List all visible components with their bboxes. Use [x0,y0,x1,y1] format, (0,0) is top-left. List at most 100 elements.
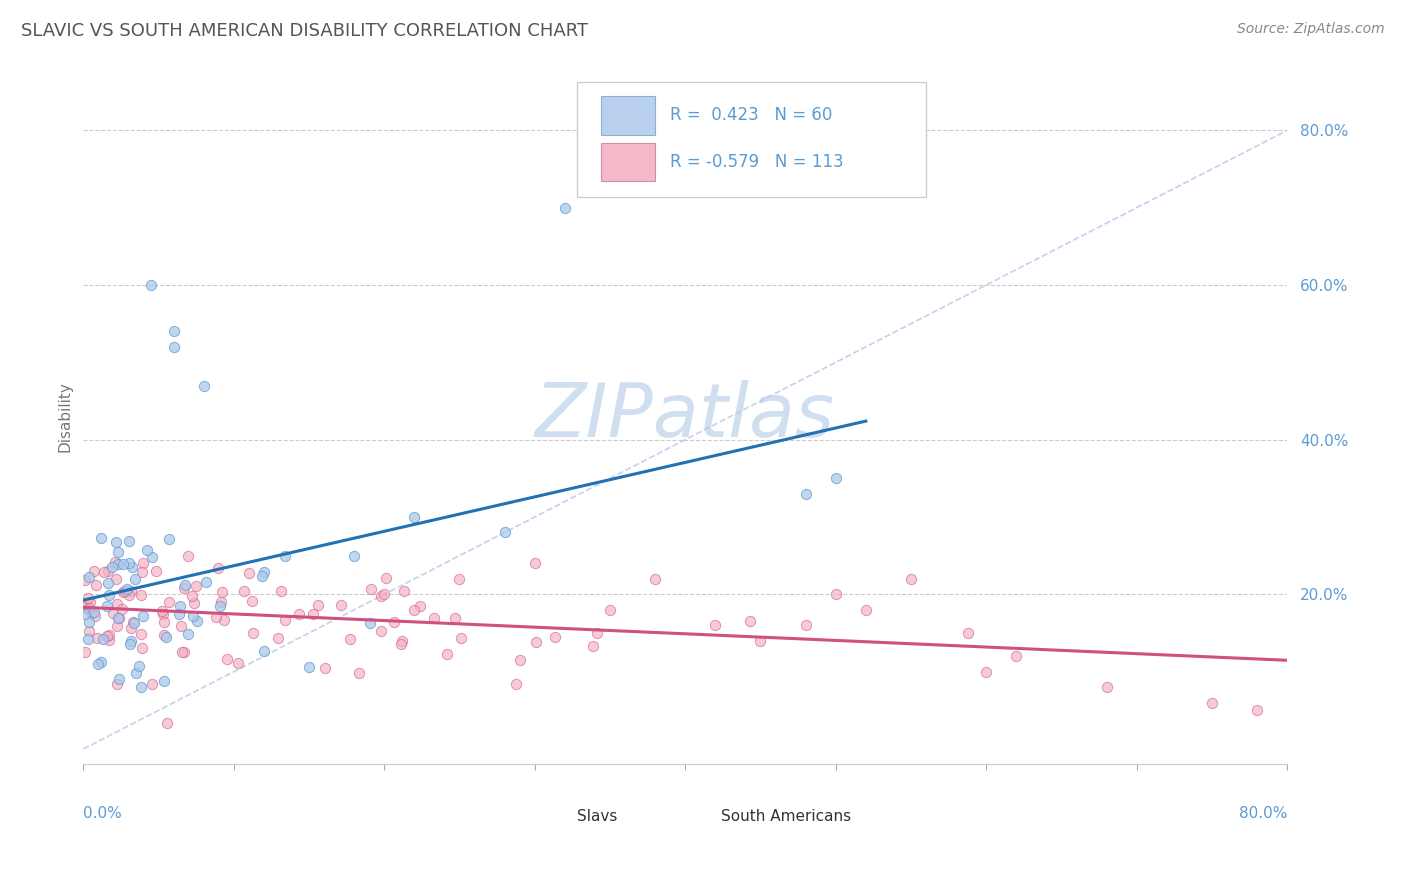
Point [1201,696,1223,710]
Point [98,628,121,642]
Point [409,599,432,614]
Point [404,603,426,617]
Point [153,627,176,641]
Point [347,666,370,681]
Point [193,378,215,392]
Text: Slavs: Slavs [576,809,617,824]
Point [105,619,128,633]
Point [554,201,576,215]
Point [273,549,295,563]
Point [79,595,101,609]
Point [599,603,621,617]
Point [382,615,405,629]
Point [301,607,323,622]
Text: R = -0.579   N = 113: R = -0.579 N = 113 [669,153,844,170]
Point [169,599,191,614]
Text: South Americans: South Americans [721,809,852,824]
Y-axis label: Disability: Disability [58,381,72,452]
Point [96,599,118,613]
Point [644,572,666,586]
Point [97,589,120,603]
Point [86,632,108,646]
Point [76,602,98,616]
Point [314,661,336,675]
Point [308,598,330,612]
Point [209,595,232,609]
Point [330,599,353,613]
Point [153,615,176,629]
Point [586,626,609,640]
Point [91,632,114,647]
Point [505,676,527,690]
Point [97,564,120,578]
Point [173,581,195,595]
Point [104,555,127,569]
Point [90,655,112,669]
Point [794,487,817,501]
Point [120,584,142,599]
Point [157,595,180,609]
Point [582,639,605,653]
Point [373,587,395,601]
Point [1005,649,1028,664]
Point [104,572,127,586]
Point [544,630,567,644]
Point [112,557,135,571]
Point [359,615,381,630]
Point [115,582,138,596]
Point [392,583,415,598]
Point [374,570,396,584]
Point [704,618,727,632]
Point [436,647,458,661]
Point [339,632,361,646]
Point [450,631,472,645]
Point [132,556,155,570]
Point [124,573,146,587]
Point [118,557,141,571]
Point [238,566,260,580]
Point [270,584,292,599]
Point [423,611,446,625]
Point [209,599,232,614]
Point [180,589,202,603]
Point [370,589,392,603]
Point [183,608,205,623]
FancyBboxPatch shape [541,806,571,827]
Point [75,607,97,621]
Point [141,676,163,690]
Point [101,607,124,621]
Point [77,632,100,647]
Point [107,557,129,571]
FancyBboxPatch shape [600,143,655,181]
Point [97,633,120,648]
Point [153,673,176,688]
Point [740,614,762,628]
Point [132,608,155,623]
Text: SLAVIC VS SOUTH AMERICAN DISABILITY CORRELATION CHART: SLAVIC VS SOUTH AMERICAN DISABILITY CORR… [21,22,588,40]
Point [90,531,112,545]
Point [77,601,100,615]
Point [1095,680,1118,694]
Point [77,615,100,629]
Point [177,549,200,563]
Point [129,627,152,641]
Point [274,613,297,627]
Point [1246,703,1268,717]
Point [112,585,135,599]
Point [509,653,531,667]
Point [129,589,152,603]
Point [80,607,103,621]
Point [150,604,173,618]
Point [253,566,276,580]
FancyBboxPatch shape [685,806,716,827]
Point [77,570,100,584]
Point [96,629,118,643]
Point [118,588,141,602]
Point [170,645,193,659]
Point [298,660,321,674]
Text: R =  0.423   N = 60: R = 0.423 N = 60 [669,106,832,124]
Point [131,565,153,579]
Point [212,613,235,627]
Point [226,656,249,670]
Point [184,579,207,593]
